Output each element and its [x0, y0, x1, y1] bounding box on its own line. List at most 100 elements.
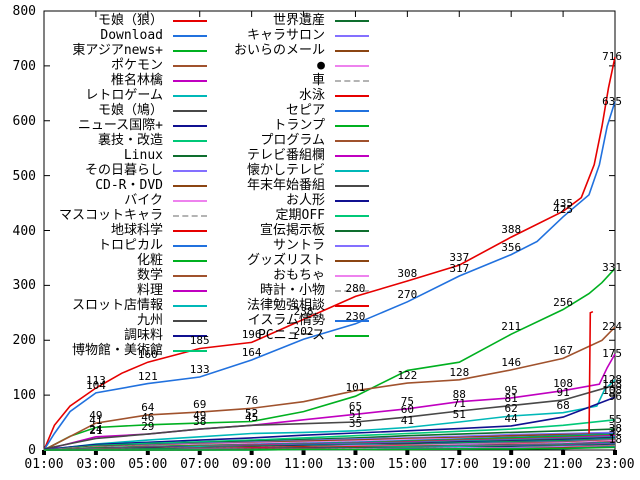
x-tick-label: 13:00: [335, 457, 376, 472]
y-tick-label: 800: [12, 4, 36, 19]
legend-color-sample: [335, 260, 369, 262]
legend-label: お人形: [285, 193, 325, 208]
annotation-label: 167: [553, 344, 574, 358]
annotation-label: 96: [608, 390, 622, 404]
series-line: [43, 419, 616, 451]
annotation-label: 175: [602, 346, 622, 360]
annotation-label: 113: [85, 373, 106, 387]
annotation-label: 68: [556, 398, 570, 412]
legend-color-sample: [335, 320, 369, 322]
legend-color-sample: [173, 155, 207, 157]
annotation-label: 196: [241, 328, 262, 342]
x-tick-label: 09:00: [232, 457, 272, 472]
legend-color-sample: [335, 125, 369, 127]
x-tick-marker: [509, 450, 514, 455]
legend-label: トランプ: [273, 118, 325, 133]
legend-color-sample: [335, 215, 369, 217]
series-line: [43, 326, 616, 451]
legend-label: PCニュース: [257, 328, 325, 343]
legend-color-sample: [173, 170, 207, 172]
x-tick-marker: [561, 450, 566, 455]
annotation-label: 104: [85, 378, 106, 392]
legend-label: ポケモン: [110, 58, 163, 73]
x-tick-label: 11:00: [283, 457, 324, 472]
annotation-label: 95: [504, 383, 518, 397]
annotation-label: 388: [501, 223, 522, 237]
annotation-label: 18: [608, 433, 622, 447]
annotation-label: 49: [89, 409, 103, 423]
legend-color-sample: [173, 275, 207, 277]
annotation-label: 71: [452, 397, 466, 411]
annotation-label: 435: [553, 197, 574, 211]
annotation-label: 41: [400, 413, 414, 427]
annotation-label: 32: [608, 425, 622, 439]
legend-color-sample: [173, 35, 207, 37]
legend-color-sample: [335, 140, 369, 142]
annotation-label: 121: [137, 369, 158, 383]
legend-label: 時計・小物: [259, 283, 325, 298]
legend-label: 年末年始番組: [246, 178, 325, 193]
annotation-label: 122: [397, 369, 418, 383]
x-tick-marker: [457, 450, 462, 455]
legend-color-sample: [173, 350, 207, 352]
legend-label: テレビ番組欄: [246, 148, 325, 163]
annotation-label: 76: [245, 394, 259, 408]
legend-label: 化粧: [136, 253, 163, 268]
x-tick-label: 03:00: [76, 457, 116, 472]
y-tick-label: 0: [28, 443, 36, 458]
legend-label: CD-R・DVD: [95, 178, 163, 193]
legend-label: ニュース国際+: [77, 118, 163, 133]
annotation-label: 41: [89, 413, 103, 427]
annotation-label: 62: [504, 401, 518, 415]
annotation-label: 52: [245, 407, 259, 421]
legend-color-sample: [335, 20, 369, 22]
legend-label: 九州: [136, 313, 163, 328]
annotation-label: 81: [504, 391, 518, 405]
annotation-label: 44: [504, 411, 518, 425]
legend-color-sample: [335, 95, 369, 97]
legend-color-sample: [173, 230, 207, 232]
annotation-label: 337: [449, 251, 470, 265]
legend-color-sample: [173, 245, 207, 247]
x-tick-label: 01:00: [24, 457, 64, 472]
legend-color-sample: [173, 305, 207, 307]
annotation-label: 46: [141, 410, 155, 424]
legend-color-sample: [335, 275, 369, 277]
legend-color-sample: [173, 335, 207, 337]
annotation-label: 238: [293, 305, 314, 319]
x-tick-label: 19:00: [491, 457, 531, 472]
annotation-label: 160: [137, 348, 158, 362]
legend-color-sample: [335, 185, 369, 187]
annotation-label: 101: [345, 380, 366, 394]
legend-color-sample: [173, 125, 207, 127]
annotation-label: 202: [293, 325, 314, 339]
annotation-label: 21: [89, 424, 103, 438]
legend-color-sample: [335, 155, 369, 157]
legend-color-sample: [335, 35, 369, 37]
legend-color-sample: [173, 185, 207, 187]
annotation-label: 75: [400, 394, 414, 408]
legend-label: サントラ: [272, 238, 325, 253]
series-line: [43, 267, 616, 451]
annotation-label: 356: [501, 240, 522, 254]
legend-label: 世界遺産: [272, 13, 325, 28]
annotation-label: 55: [608, 412, 622, 426]
legend-color-sample: [173, 95, 207, 97]
annotation-label: 60: [400, 403, 414, 417]
legend-label: 懐かしテレビ: [246, 163, 325, 178]
series-line: [43, 396, 616, 451]
legend-color-sample: [173, 200, 207, 202]
annotation-label: 256: [553, 295, 574, 309]
x-tick-marker: [613, 450, 617, 455]
legend-label: スロット店情報: [71, 298, 163, 313]
legend-label: 料理: [136, 283, 163, 298]
annotation-label: 29: [141, 420, 155, 434]
annotation-label: 38: [608, 422, 622, 436]
legend-color-sample: [173, 65, 207, 67]
legend-label: 地球科学: [110, 223, 163, 238]
annotation-label: 49: [193, 409, 207, 423]
annotation-label: 35: [348, 416, 363, 430]
legend-color-sample: [335, 170, 369, 172]
legend-label: 数学: [136, 268, 163, 283]
legend-color-sample: [173, 20, 207, 22]
